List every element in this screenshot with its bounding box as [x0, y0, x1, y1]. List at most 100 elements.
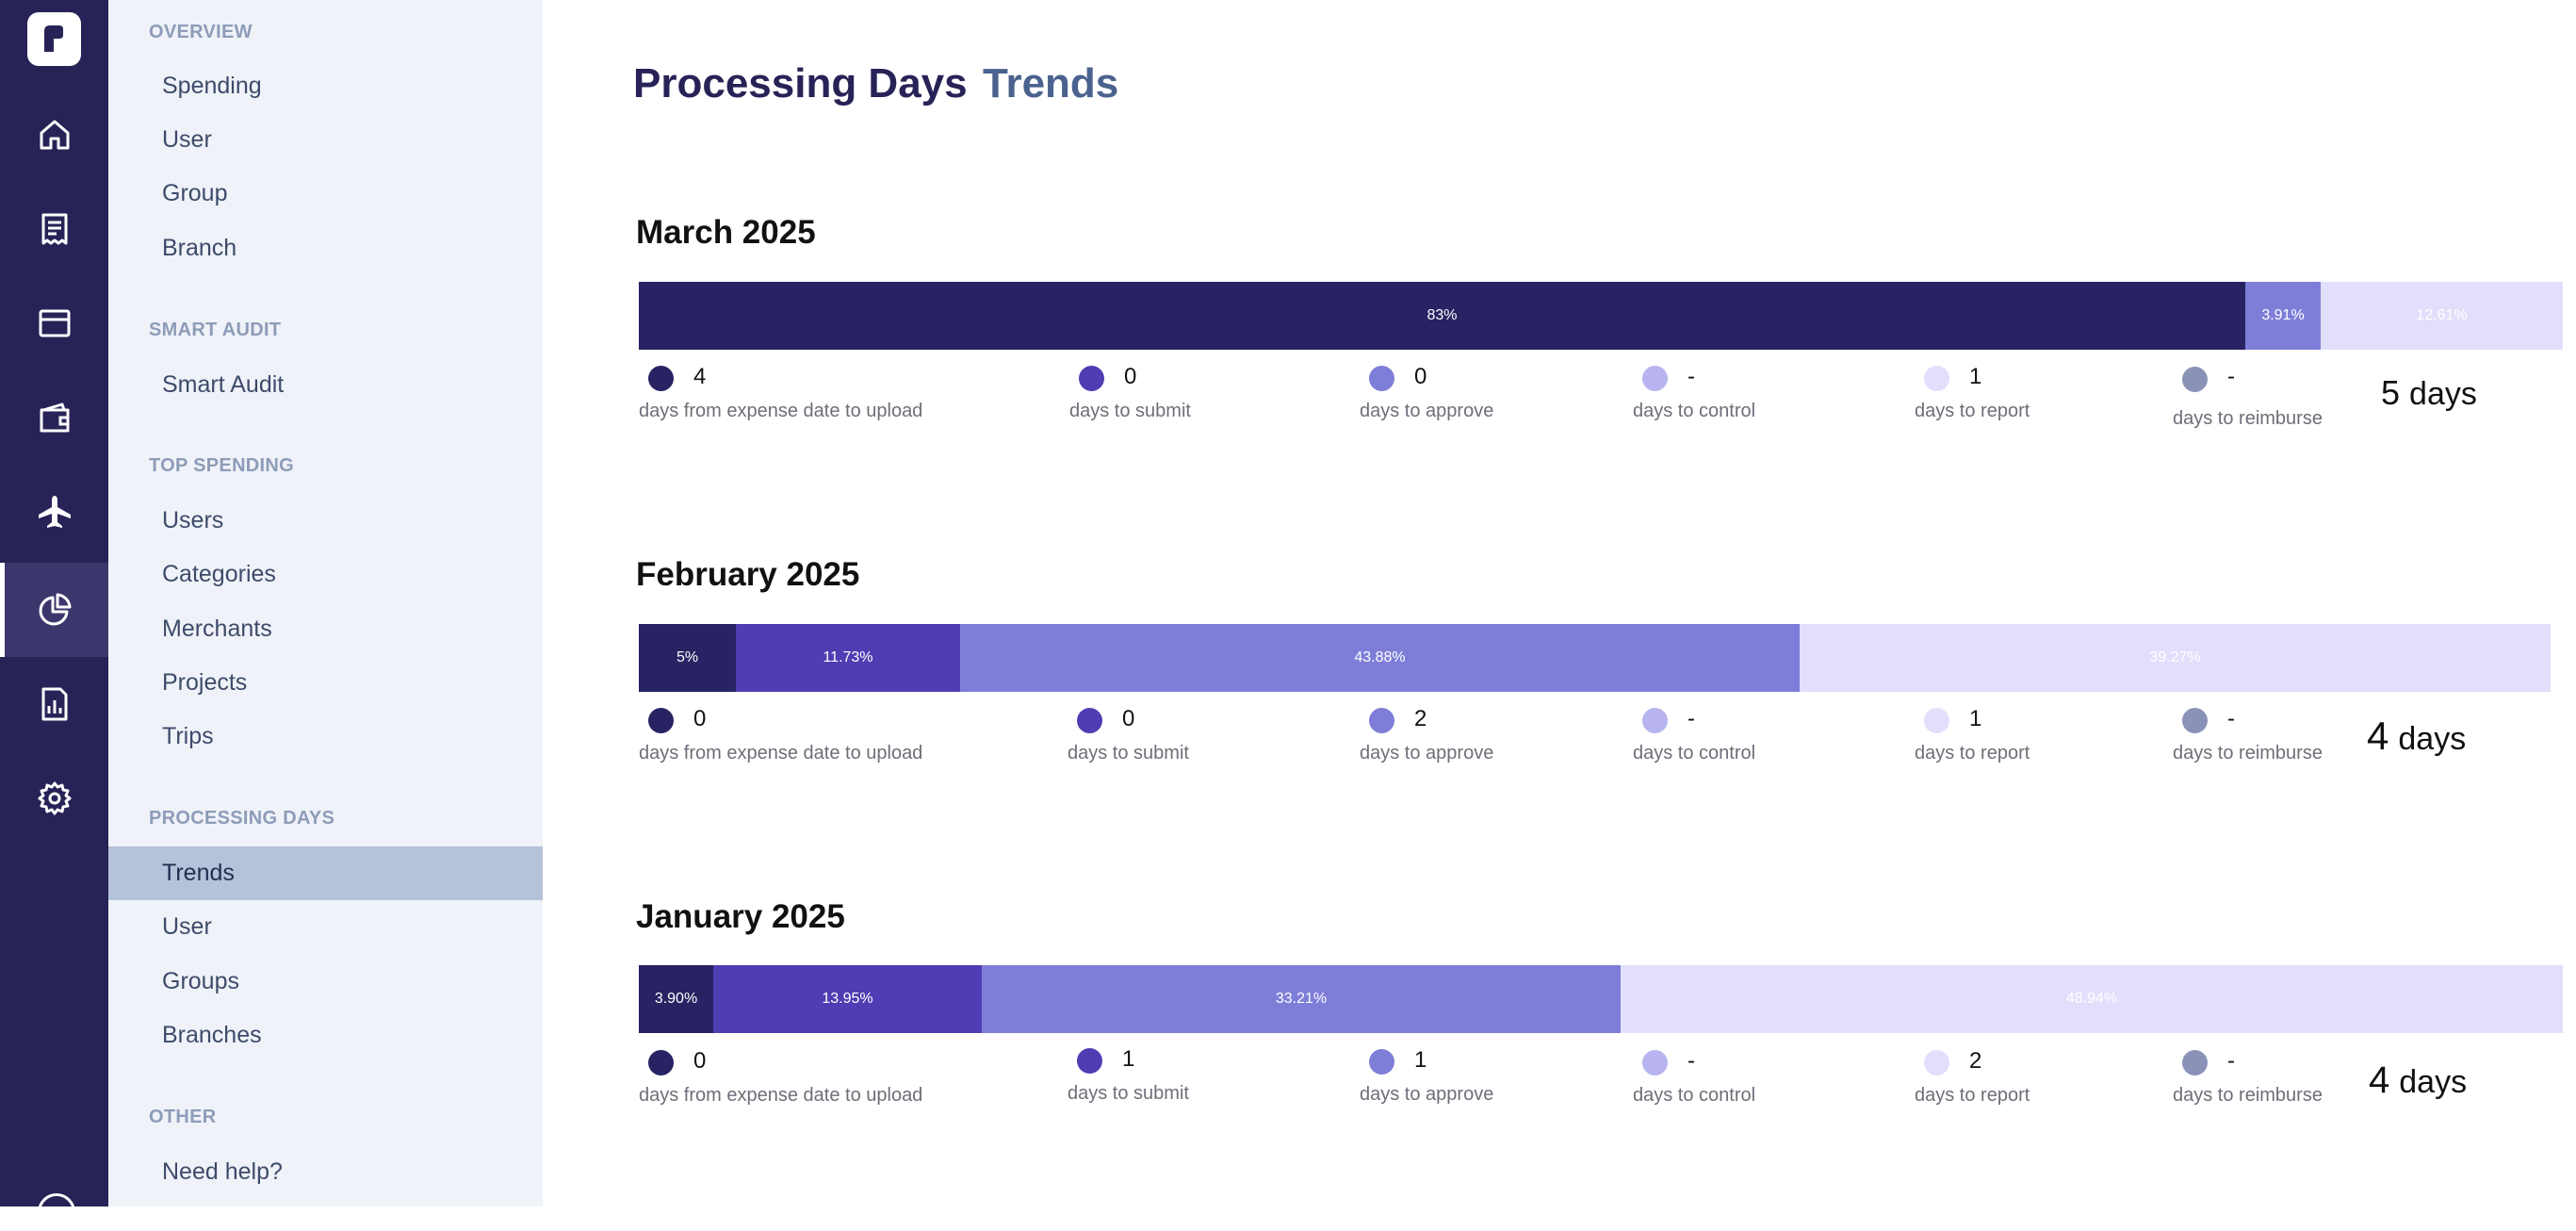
gear-icon	[38, 781, 71, 815]
total-days-unit: days	[2398, 721, 2467, 757]
wallet-icon	[40, 402, 69, 433]
processing-bar: 5% 11.73% 43.88% 39.27%	[639, 624, 2551, 692]
sidebar-item-group[interactable]: Group	[162, 180, 228, 206]
total-days-value: 4	[2369, 1059, 2390, 1101]
stat-value: 4	[693, 364, 707, 389]
sidebar-section-top-spending: TOP SPENDING	[149, 455, 295, 476]
legend-dot-reimburse	[2182, 1050, 2208, 1075]
sidebar-item-users[interactable]: Users	[162, 507, 224, 533]
sidebar-item-trips[interactable]: Trips	[162, 723, 214, 749]
legend-dot-upload	[648, 1050, 674, 1075]
rail-home-icon[interactable]	[0, 88, 108, 182]
sidebar-item-spending[interactable]: Spending	[162, 73, 262, 99]
sidebar-item-processing-user[interactable]: User	[162, 913, 212, 940]
total-days: 5 days	[2381, 373, 2477, 413]
rail-analytics-icon[interactable]	[0, 563, 108, 657]
stat-value: 1	[1969, 706, 1982, 731]
sidebar-item-projects[interactable]: Projects	[162, 669, 248, 696]
home-icon	[40, 120, 69, 150]
airplane-icon	[38, 496, 71, 528]
sidebar-item-merchants[interactable]: Merchants	[162, 616, 272, 642]
sidebar-item-branch[interactable]: Branch	[162, 235, 237, 261]
total-days-unit: days	[2409, 376, 2477, 412]
legend-dot-approve	[1369, 1049, 1394, 1075]
stat-label: days to control	[1633, 401, 1756, 421]
stat-value: -	[2227, 364, 2235, 389]
report-chart-icon	[41, 687, 67, 721]
legend-dot-submit	[1079, 366, 1104, 391]
rail-reports-icon[interactable]	[0, 657, 108, 751]
stat-label: days to submit	[1068, 743, 1189, 763]
stat-label: days to submit	[1069, 401, 1191, 421]
rail-card-icon[interactable]	[0, 276, 108, 370]
total-days: 4 days	[2367, 714, 2466, 759]
stat-label: days to approve	[1360, 401, 1494, 421]
bar-segment-upload: 5%	[639, 624, 736, 692]
legend-dot-approve	[1369, 708, 1394, 733]
stat-label: days from expense date to upload	[639, 401, 923, 421]
legend-dot-report	[1924, 708, 1949, 733]
sidebar-item-trends[interactable]: Trends	[108, 846, 543, 900]
legend-dot-control	[1642, 1050, 1668, 1075]
help-icon[interactable]	[38, 1193, 75, 1231]
stat-label: days from expense date to upload	[639, 1085, 923, 1106]
rail-travel-icon[interactable]	[0, 465, 108, 559]
legend-dot-submit	[1077, 708, 1102, 733]
stat-label: days to report	[1915, 401, 2030, 421]
stat-label: days to submit	[1068, 1083, 1189, 1104]
legend-dot-reimburse	[2182, 367, 2208, 392]
bar-segment-report: 39.27%	[1800, 624, 2551, 692]
sidebar-section-overview: OVERVIEW	[149, 22, 253, 42]
bar-segment-submit: 11.73%	[736, 624, 960, 692]
receipt-icon	[41, 213, 67, 245]
sidebar-item-need-help[interactable]: Need help?	[162, 1158, 283, 1185]
stat-value: -	[2227, 1048, 2235, 1074]
stat-label: days to reimburse	[2173, 408, 2323, 429]
stat-label: days to control	[1633, 1085, 1756, 1106]
bar-segment-report: 12.61%	[2321, 282, 2563, 350]
total-days-value: 5	[2381, 373, 2401, 412]
sidebar-item-smart-audit[interactable]: Smart Audit	[162, 371, 285, 398]
stat-label: days to reimburse	[2173, 743, 2323, 763]
sidebar-item-categories[interactable]: Categories	[162, 561, 276, 587]
app-logo[interactable]	[27, 12, 81, 66]
stat-label: days from expense date to upload	[639, 743, 923, 763]
stat-label: days to reimburse	[2173, 1085, 2323, 1106]
legend-dot-reimburse	[2182, 708, 2208, 733]
pie-chart-icon	[39, 593, 71, 626]
processing-bar: 83% 3.91% 12.61%	[639, 282, 2563, 350]
stat-value: 0	[693, 1048, 707, 1074]
page-subtitle: Trends	[983, 60, 1119, 107]
stat-value: 0	[693, 706, 707, 731]
bar-segment-upload: 83%	[639, 282, 2245, 350]
sidebar-item-branches[interactable]: Branches	[162, 1022, 262, 1048]
stat-value: 2	[1414, 706, 1427, 731]
sidebar-section-processing-days: PROCESSING DAYS	[149, 808, 335, 829]
stat-value: -	[2227, 706, 2235, 731]
main-content: Processing Days Trends March 2025 83% 3.…	[543, 0, 2576, 1206]
stat-value: -	[1687, 706, 1695, 731]
rail-wallet-icon[interactable]	[0, 370, 108, 465]
legend-dot-control	[1642, 708, 1668, 733]
bar-segment-submit: 13.95%	[713, 965, 982, 1033]
month-title: March 2025	[636, 214, 816, 251]
stat-label: days to report	[1915, 743, 2030, 763]
stat-value: 0	[1414, 364, 1427, 389]
legend-dot-approve	[1369, 366, 1394, 391]
stat-value: 0	[1124, 364, 1137, 389]
bar-segment-approve: 43.88%	[960, 624, 1800, 692]
sidebar-item-user[interactable]: User	[162, 126, 212, 153]
stat-value: 0	[1122, 706, 1135, 731]
page-title: Processing Days	[633, 60, 968, 107]
rail-settings-icon[interactable]	[0, 751, 108, 845]
bar-segment-approve: 3.91%	[2245, 282, 2321, 350]
rail-receipt-icon[interactable]	[0, 182, 108, 276]
stat-label: days to approve	[1360, 743, 1494, 763]
sidebar-section-smart-audit: SMART AUDIT	[149, 320, 282, 340]
processing-bar: 3.90% 13.95% 33.21% 48.94%	[639, 965, 2563, 1033]
bar-segment-report: 48.94%	[1621, 965, 2563, 1033]
month-title: January 2025	[636, 898, 845, 935]
sidebar-section-other: OTHER	[149, 1107, 217, 1127]
sidebar-item-groups[interactable]: Groups	[162, 968, 239, 994]
sidebar: OVERVIEW Spending User Group Branch SMAR…	[108, 0, 543, 1206]
